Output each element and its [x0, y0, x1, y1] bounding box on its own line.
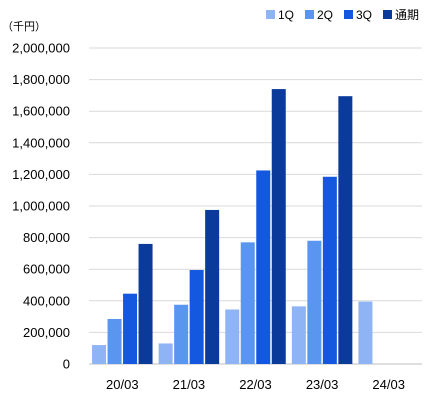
- unit-label: （千円）: [2, 20, 46, 33]
- legend-label: 3Q: [356, 8, 372, 22]
- y-tick-label: 2,000,000: [12, 41, 70, 56]
- bar: [322, 176, 337, 364]
- y-tick-label: 1,600,000: [12, 104, 70, 119]
- y-tick-label: 1,000,000: [12, 199, 70, 214]
- bar: [138, 243, 153, 364]
- y-tick-label: 200,000: [23, 325, 70, 340]
- bar: [256, 170, 271, 364]
- bar: [205, 209, 220, 364]
- bar: [291, 306, 306, 364]
- legend-label: 1Q: [278, 8, 294, 22]
- y-tick-label: 1,200,000: [12, 167, 70, 182]
- legend: 1Q 2Q 3Q 通期: [266, 8, 419, 22]
- y-tick-label: 0: [63, 357, 70, 372]
- legend-swatch: [266, 10, 275, 19]
- bar: [174, 304, 189, 364]
- legend-label: 2Q: [317, 8, 333, 22]
- x-tick-label: 24/03: [372, 377, 405, 392]
- bar: [338, 96, 353, 364]
- x-tick-label: 20/03: [106, 377, 139, 392]
- legend-label: 通期: [395, 8, 419, 22]
- y-axis-tick-labels: 0 200,000 400,000 600,000 800,000 1,000,000 1,…: [12, 41, 70, 372]
- bar: [358, 301, 373, 364]
- y-tick-label: 1,400,000: [12, 135, 70, 150]
- x-tick-label: 23/03: [306, 377, 339, 392]
- bar: [225, 309, 240, 364]
- y-tick-label: 1,800,000: [12, 72, 70, 87]
- y-tick-label: 400,000: [23, 293, 70, 308]
- x-axis-tick-labels: 20/03 21/03 22/03 23/03 24/03: [106, 377, 405, 392]
- bar: [240, 242, 255, 364]
- x-tick-label: 21/03: [173, 377, 206, 392]
- bar: [107, 318, 122, 364]
- bar: [123, 293, 138, 364]
- bar: [158, 343, 173, 364]
- legend-swatch: [344, 10, 353, 19]
- bar: [307, 240, 322, 364]
- bar: [92, 345, 107, 364]
- x-tick-label: 22/03: [239, 377, 272, 392]
- y-tick-label: 800,000: [23, 230, 70, 245]
- legend-swatch: [383, 10, 392, 19]
- bar: [271, 89, 286, 364]
- bar: [189, 269, 204, 364]
- bars: [92, 89, 373, 364]
- legend-swatch: [305, 10, 314, 19]
- y-tick-label: 600,000: [23, 262, 70, 277]
